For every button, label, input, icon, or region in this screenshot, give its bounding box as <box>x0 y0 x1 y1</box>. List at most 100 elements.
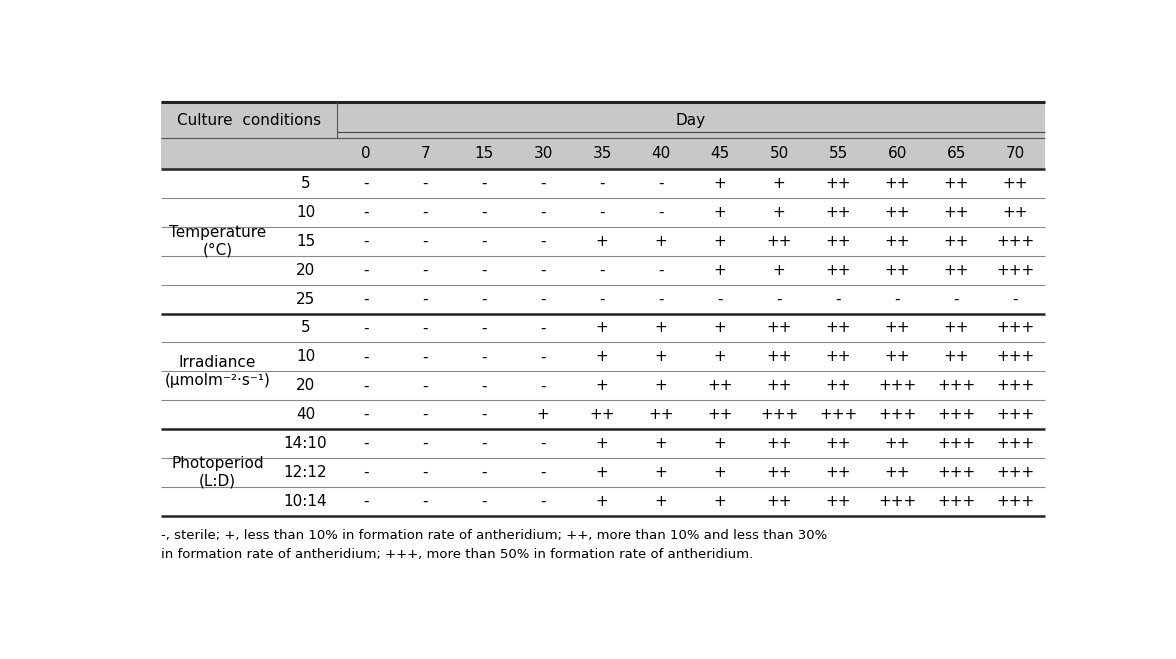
Text: -: - <box>422 320 428 335</box>
Text: +++: +++ <box>937 436 975 451</box>
Text: 5: 5 <box>301 320 310 335</box>
Text: +++: +++ <box>937 407 975 422</box>
Text: +++: +++ <box>996 465 1035 480</box>
Text: Culture  conditions: Culture conditions <box>176 113 321 128</box>
Text: +: + <box>655 436 668 451</box>
Text: ++: ++ <box>884 263 910 277</box>
Text: -: - <box>540 465 546 480</box>
Text: in formation rate of antheridium; +++, more than 50% in formation rate of anther: in formation rate of antheridium; +++, m… <box>161 548 753 561</box>
Text: -: - <box>422 263 428 277</box>
Text: -: - <box>481 234 487 248</box>
Text: +: + <box>714 349 727 364</box>
Text: 60: 60 <box>888 146 907 161</box>
Text: ++: ++ <box>826 263 851 277</box>
Text: 14:10: 14:10 <box>283 436 327 451</box>
Text: 5: 5 <box>301 176 310 191</box>
Text: ++: ++ <box>884 176 910 191</box>
Text: +++: +++ <box>878 378 916 393</box>
Text: -: - <box>540 291 546 306</box>
Text: -: - <box>481 263 487 277</box>
Text: -: - <box>540 205 546 220</box>
Text: 10: 10 <box>296 349 315 364</box>
Text: -: - <box>481 320 487 335</box>
Text: 20: 20 <box>296 378 315 393</box>
Text: 10: 10 <box>296 205 315 220</box>
Text: -: - <box>659 291 664 306</box>
Text: +: + <box>714 176 727 191</box>
Text: -: - <box>363 176 369 191</box>
Text: +: + <box>655 494 668 509</box>
Bar <box>161 169 1044 516</box>
Text: -: - <box>422 234 428 248</box>
Text: +++: +++ <box>996 494 1035 509</box>
Text: -: - <box>540 176 546 191</box>
Text: -: - <box>422 349 428 364</box>
Text: ++: ++ <box>589 407 615 422</box>
Text: -: - <box>422 465 428 480</box>
Text: -: - <box>422 436 428 451</box>
Text: -: - <box>363 234 369 248</box>
Text: +: + <box>596 465 608 480</box>
Text: -: - <box>659 176 664 191</box>
Text: ++: ++ <box>767 465 791 480</box>
Text: +: + <box>655 234 668 248</box>
Text: ++: ++ <box>826 349 851 364</box>
Text: ++: ++ <box>884 465 910 480</box>
Text: ++: ++ <box>767 436 791 451</box>
Text: -: - <box>717 291 723 306</box>
Text: ++: ++ <box>826 205 851 220</box>
Text: +++: +++ <box>878 407 916 422</box>
Text: ++: ++ <box>943 320 969 335</box>
Text: +++: +++ <box>878 494 916 509</box>
Text: -: - <box>363 263 369 277</box>
Text: -: - <box>895 291 900 306</box>
Text: +: + <box>655 465 668 480</box>
Text: ++: ++ <box>884 205 910 220</box>
Text: -: - <box>422 407 428 422</box>
Text: -: - <box>481 407 487 422</box>
Text: 50: 50 <box>769 146 789 161</box>
Text: -: - <box>422 494 428 509</box>
Bar <box>161 102 1044 169</box>
Text: -: - <box>540 378 546 393</box>
Text: 30: 30 <box>534 146 553 161</box>
Text: +: + <box>655 349 668 364</box>
Text: +++: +++ <box>996 349 1035 364</box>
Text: -: - <box>363 465 369 480</box>
Text: -: - <box>422 291 428 306</box>
Text: ++: ++ <box>767 320 791 335</box>
Text: Irradiance
(μmolm⁻²·s⁻¹): Irradiance (μmolm⁻²·s⁻¹) <box>165 355 270 387</box>
Text: +++: +++ <box>760 407 799 422</box>
Text: ++: ++ <box>708 378 733 393</box>
Text: Temperature
(°C): Temperature (°C) <box>169 225 266 258</box>
Text: 12:12: 12:12 <box>283 465 327 480</box>
Text: -: - <box>954 291 958 306</box>
Text: +++: +++ <box>937 378 975 393</box>
Text: 65: 65 <box>947 146 965 161</box>
Text: +++: +++ <box>996 407 1035 422</box>
Text: -: - <box>481 378 487 393</box>
Text: -: - <box>659 263 664 277</box>
Text: +: + <box>596 320 608 335</box>
Text: -: - <box>835 291 841 306</box>
Text: ++: ++ <box>1002 176 1028 191</box>
Text: +: + <box>596 494 608 509</box>
Text: ++: ++ <box>1002 205 1028 220</box>
Text: +: + <box>596 234 608 248</box>
Text: ++: ++ <box>884 349 910 364</box>
Text: ++: ++ <box>943 176 969 191</box>
Text: -: - <box>363 494 369 509</box>
Text: -: - <box>363 291 369 306</box>
Text: -: - <box>600 176 604 191</box>
Text: -: - <box>422 176 428 191</box>
Text: -: - <box>481 436 487 451</box>
Text: -: - <box>481 349 487 364</box>
Text: ++: ++ <box>826 234 851 248</box>
Text: -: - <box>481 176 487 191</box>
Text: +: + <box>655 378 668 393</box>
Text: -: - <box>481 205 487 220</box>
Text: 55: 55 <box>829 146 848 161</box>
Text: +: + <box>714 436 727 451</box>
Text: +: + <box>596 436 608 451</box>
Text: -: - <box>600 263 604 277</box>
